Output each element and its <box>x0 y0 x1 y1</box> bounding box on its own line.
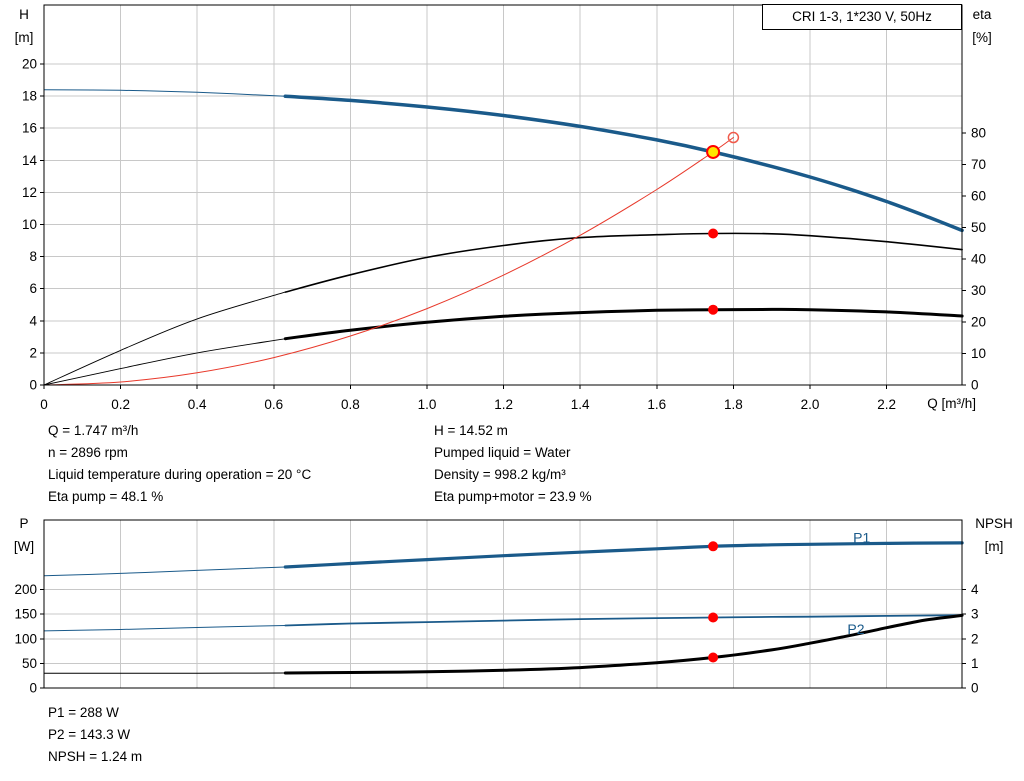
left-axis-tick-label: 6 <box>29 281 37 296</box>
eta-pump-curve-low-flow <box>43 291 286 386</box>
info-line-liquid-temp: Liquid temperature during operation = 20… <box>48 467 312 482</box>
right-axis-tick-label: 0 <box>971 681 979 696</box>
npsh-point <box>708 652 719 663</box>
info-line-p2: P2 = 143.3 W <box>48 727 131 742</box>
eta-pump-motor-curve <box>283 307 964 341</box>
eta-pump-curve <box>284 232 963 293</box>
npsh-axis-title: NPSH [m] <box>964 512 1024 558</box>
right-axis-tick-label: 60 <box>971 189 986 204</box>
p-axis-title-symbol: P <box>19 516 29 531</box>
info-line-npsh: NPSH = 1.24 m <box>48 749 143 764</box>
eta-axis-title-unit: [%] <box>972 30 992 45</box>
pump-curve-low-flow <box>43 89 286 97</box>
left-axis-tick-label: 18 <box>22 89 37 104</box>
power-npsh-chart-border <box>43 519 963 689</box>
h-axis-title-unit: [m] <box>14 30 34 45</box>
x-axis-tick-label: 0 <box>40 397 48 412</box>
eta-pump-motor-curve-low-flow <box>43 338 286 386</box>
left-axis-tick-label: 12 <box>22 185 37 200</box>
right-axis-tick-label: 0 <box>971 378 979 393</box>
right-axis-tick-label: 10 <box>971 346 986 361</box>
operating-data-left: Q = 1.747 m³/h n = 2896 rpm Liquid tempe… <box>48 420 311 508</box>
right-axis-tick-label: 3 <box>971 607 979 622</box>
left-axis-tick-label: 0 <box>29 378 37 393</box>
p2-curve <box>284 614 963 627</box>
qh-chart: 0 2 4 6 8 10 12 14 16 18 20 0 10 20 30 40 50 60 70 80 0 0.2 0.… <box>22 4 986 412</box>
eta-axis-title-symbol: eta <box>972 7 992 22</box>
p2-point <box>708 612 719 623</box>
info-line-eta-pump: Eta pump = 48.1 % <box>48 489 164 504</box>
x-axis-tick-label: 0.8 <box>341 397 360 412</box>
p1-curve <box>283 541 964 569</box>
curve-label-P2: P2 <box>847 621 864 637</box>
requested-duty-point <box>727 131 740 144</box>
info-line-p1: P1 = 288 W <box>48 705 119 720</box>
duty-point[interactable] <box>706 144 721 159</box>
p1-curve-low-flow <box>43 566 286 577</box>
p-axis-title: P [W] <box>6 512 42 558</box>
operating-data-right: H = 14.52 m Pumped liquid = Water Densit… <box>434 420 592 508</box>
curve-label-P1: P1 <box>853 529 870 545</box>
x-axis-tick-label: 0.2 <box>111 397 130 412</box>
x-axis-tick-label: 2.0 <box>801 397 820 412</box>
x-axis-tick-label: 1.6 <box>647 397 666 412</box>
x-axis-tick-label: 2.2 <box>877 397 896 412</box>
left-axis-tick-label: 20 <box>22 57 37 72</box>
left-axis-tick-label: 16 <box>22 121 37 136</box>
left-axis-tick-label: 50 <box>22 656 37 671</box>
info-line-head: H = 14.52 m <box>434 423 508 438</box>
left-axis-tick-label: 10 <box>22 217 37 232</box>
x-axis-tick-label: 1.4 <box>571 397 590 412</box>
p1-point <box>708 541 719 552</box>
right-axis-tick-label: 40 <box>971 252 986 267</box>
left-axis-tick-label: 150 <box>14 607 37 622</box>
right-axis-tick-label: 80 <box>971 126 986 141</box>
npsh-curve <box>283 613 964 675</box>
npsh-axis-title-unit: [m] <box>984 539 1004 554</box>
info-line-pumped-liquid: Pumped liquid = Water <box>434 445 571 460</box>
h-axis-title: H [m] <box>6 3 42 49</box>
left-axis-tick-label: 0 <box>29 681 37 696</box>
right-axis-tick-label: 50 <box>971 220 986 235</box>
p-axis-title-unit: [W] <box>13 539 35 554</box>
eta-axis-title: eta [%] <box>960 3 1004 49</box>
eta-pump-motor-point <box>708 304 719 315</box>
power-npsh-results: P1 = 288 W P2 = 143.3 W NPSH = 1.24 m <box>48 702 142 768</box>
left-axis-tick-label: 4 <box>29 313 37 328</box>
x-axis-tick-label: 1.2 <box>494 397 513 412</box>
right-axis-tick-label: 1 <box>971 656 979 671</box>
right-axis-tick-label: 20 <box>971 315 986 330</box>
x-axis-tick-label: 1.8 <box>724 397 743 412</box>
x-axis-tick-label: 1.0 <box>418 397 437 412</box>
x-axis-tick-label: 0.6 <box>264 397 283 412</box>
left-axis-tick-label: 2 <box>29 345 37 360</box>
left-axis-tick-label: 100 <box>14 631 37 646</box>
right-axis-tick-label: 30 <box>971 283 986 298</box>
pump-name-box: CRI 1-3, 1*230 V, 50Hz <box>762 4 962 30</box>
right-axis-tick-label: 70 <box>971 157 986 172</box>
right-axis-tick-label: 4 <box>971 582 979 597</box>
left-axis-tick-label: 8 <box>29 249 37 264</box>
qh-chart-plot-area[interactable] <box>44 5 962 385</box>
h-axis-title-symbol: H <box>19 7 29 22</box>
system-curve <box>43 137 734 386</box>
pump-curve <box>283 94 964 233</box>
left-axis-tick-label: 200 <box>14 582 37 597</box>
npsh-axis-title-symbol: NPSH <box>975 516 1013 531</box>
info-line-speed: n = 2896 rpm <box>48 445 128 460</box>
eta-pump-point <box>708 228 719 239</box>
power-npsh-chart: 0 50 100 150 200 0 1 2 3 4 P1 P2 <box>14 519 979 696</box>
info-line-q: Q = 1.747 m³/h <box>48 423 139 438</box>
info-line-eta-pump-motor: Eta pump+motor = 23.9 % <box>434 489 592 504</box>
p2-curve-low-flow <box>43 625 286 632</box>
x-axis-tick-label: 0.4 <box>188 397 207 412</box>
left-axis-tick-label: 14 <box>22 153 38 168</box>
info-line-density: Density = 998.2 kg/m³ <box>434 467 566 482</box>
qh-chart-border <box>43 4 963 386</box>
q-axis-title: Q [m³/h] <box>927 396 976 411</box>
right-axis-tick-label: 2 <box>971 631 979 646</box>
